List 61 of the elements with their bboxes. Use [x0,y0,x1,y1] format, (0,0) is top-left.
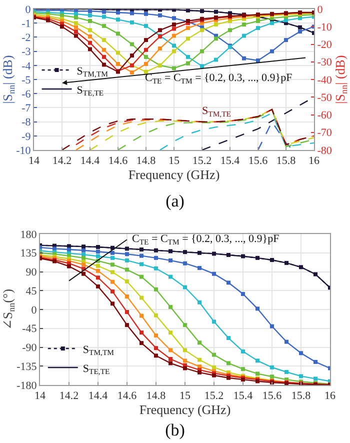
series-label: S$_{TM,TE}$ [202,105,232,118]
x-tick-label: 15.8 [276,155,296,168]
x-tick-label: 14.4 [80,155,100,168]
legend-label: S$_{TE,TE}$ [76,84,104,98]
y-tick-label: -1 [22,18,31,30]
x-tick-label: 14.8 [146,390,166,402]
y-tick-label: -45 [22,323,38,336]
x-tick-label: 14.6 [108,155,128,168]
y2-tick-label: -40 [317,74,332,86]
y-tick-label: -8 [22,116,32,129]
y-tick-label: 90 [26,266,38,279]
y-tick-label: -10 [16,144,32,157]
x-tick-label: 15.4 [220,155,240,168]
x-tick-label: 14.4 [88,390,108,402]
x-tick-label: 15 [168,155,180,168]
x-tick-label: 15 [180,390,191,402]
y-tick-label: -5 [22,74,32,86]
x-tick-label: 15.4 [233,390,254,402]
legend-label: S$_{TE,TE}$ [82,362,110,376]
legend-label: S$_{TM,TM}$ [82,344,114,358]
x-axis-title: Frequency (GHz) [128,167,220,182]
y2-tick-label: -20 [317,39,332,52]
y-tick-label: -6 [22,88,32,100]
x-tick-label: 14 [34,390,46,402]
x-tick-label: 14.2 [59,390,79,402]
legend-label: S$_{TM,TM}$ [76,65,108,79]
y2-tick-label: -10 [317,21,332,34]
y-tick-label: 180 [20,228,38,241]
x-tick-label: 15.6 [262,390,282,402]
y-tick-label: -135 [16,360,38,373]
y2-tick-label: -60 [317,110,332,122]
y-tick-label: -90 [22,342,38,354]
y-tick-label: -7 [22,102,32,115]
x-tick-label: 14 [28,155,40,168]
y2-tick-label: 0 [317,4,324,16]
y-tick-label: 45 [26,285,38,298]
x-tick-label: 14.8 [136,155,156,168]
x-tick-label: 16 [308,155,320,168]
text: (a) [166,191,184,210]
y2-tick-label: -50 [317,92,332,104]
x-axis-title: Frequency (GHz) [139,402,231,418]
y-tick-label: -3 [22,46,32,58]
x-tick-label: 15.2 [204,390,224,402]
y2-tick-label: -80 [317,144,332,157]
y2-tick-label: -70 [317,127,332,140]
text: (b) [165,420,185,440]
y-tick-label: -9 [22,130,32,143]
y-tick-label: -180 [16,380,38,392]
annotation: C$_{TE}$ = C$_{TM}$ = {0.2, 0.3, ..., 0.9}pF [132,233,280,246]
y-tick-label: 135 [20,248,38,260]
y-tick-label: -2 [22,32,31,44]
x-tick-label: 14.6 [117,390,138,402]
y2-tick-label: -30 [317,56,332,69]
y-tick-label: 0 [31,304,38,316]
y-tick-label: 0 [25,4,32,16]
x-tick-label: 15.8 [291,390,312,402]
x-tick-label: 15.6 [248,155,268,168]
y-tick-label: -4 [22,60,32,72]
x-tick-label: 15.2 [192,155,212,168]
x-tick-label: 14.2 [52,155,72,168]
x-tick-label: 16 [324,390,336,402]
